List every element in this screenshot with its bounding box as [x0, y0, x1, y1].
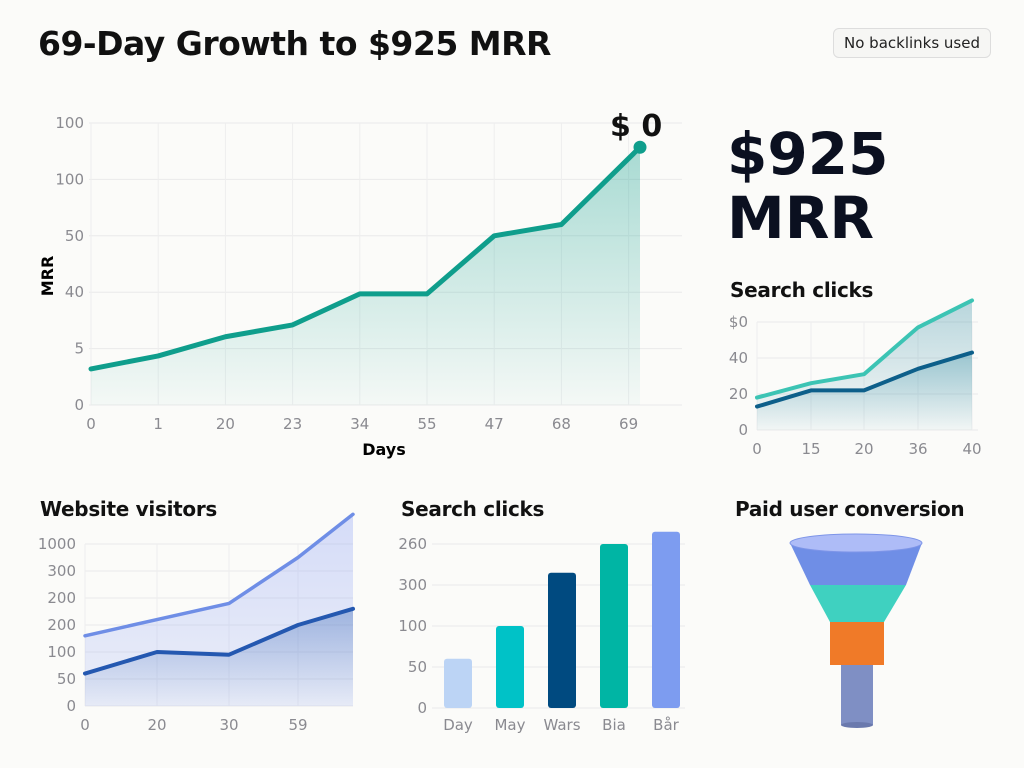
y-tick-label: 100 [398, 617, 427, 635]
x-tick-label: 15 [801, 440, 820, 458]
search-dark-line [755, 350, 974, 409]
kpi-label: MRR [727, 184, 875, 252]
mrr-area [91, 147, 640, 405]
x-tick-label: 23 [283, 415, 302, 433]
main-ylabel: MRR [38, 256, 57, 297]
website-visitors-title: Website visitors [40, 497, 217, 521]
y-tick-label: 50 [65, 227, 84, 245]
x-tick-label: 0 [86, 415, 96, 433]
visitors-dark-area [85, 608, 353, 706]
y-tick-label: 100 [47, 643, 76, 661]
y-tick-label: 5 [74, 340, 84, 358]
kpi-value: $925 [727, 120, 889, 188]
page-title: 69-Day Growth to $925 MRR [38, 24, 551, 63]
x-tick-label: 40 [962, 440, 981, 458]
funnel-stem-base [841, 722, 873, 728]
y-tick-label: 1000 [38, 535, 76, 553]
x-tick-label: 30 [219, 716, 238, 734]
y-tick-label: 100 [55, 170, 84, 188]
visitors-light-line [83, 512, 355, 638]
x-tick-label: 20 [854, 440, 873, 458]
x-tick-label: Wars [543, 716, 580, 734]
x-tick-label: May [494, 716, 525, 734]
search-teal-line [755, 298, 974, 400]
x-tick-label: 0 [80, 716, 90, 734]
main-xlabel: Days [362, 440, 406, 459]
y-tick-label: 20 [729, 385, 748, 403]
x-tick-label: 20 [147, 716, 166, 734]
mrr-line [88, 144, 643, 372]
y-tick-label: 40 [729, 349, 748, 367]
x-tick-label: 47 [485, 415, 504, 433]
x-tick-label: Day [443, 716, 473, 734]
x-tick-label: 59 [288, 716, 307, 734]
paid-conversion-title: Paid user conversion [735, 497, 965, 521]
bar-may [496, 626, 524, 708]
visitors-dark-line [83, 606, 355, 676]
x-tick-label: 34 [350, 415, 369, 433]
x-tick-label: 0 [752, 440, 762, 458]
y-tick-label: 0 [738, 421, 748, 439]
y-tick-label: 40 [65, 283, 84, 301]
search-clicks-line-title: Search clicks [730, 278, 874, 302]
search-clicks-bar-title: Search clicks [401, 497, 545, 521]
bar-wars [548, 572, 576, 708]
x-tick-label: 69 [619, 415, 638, 433]
y-tick-label: 300 [47, 562, 76, 580]
bar-bår [652, 531, 680, 708]
y-tick-label: $0 [729, 313, 748, 331]
mrr-kpi: $925 MRR [727, 122, 888, 250]
no-backlinks-badge: No backlinks used [833, 28, 991, 58]
x-tick-label: Bår [653, 716, 679, 734]
y-tick-label: 50 [57, 670, 76, 688]
y-tick-label: 100 [55, 114, 84, 132]
funnel-teal-segment [810, 585, 906, 622]
main-annotation: $ 0 [610, 109, 662, 144]
x-tick-label: 68 [552, 415, 571, 433]
funnel-rim [789, 533, 923, 553]
x-tick-label: 36 [908, 440, 927, 458]
y-tick-label: 300 [398, 576, 427, 594]
x-tick-label: 1 [153, 415, 163, 433]
funnel-top-segment [790, 543, 922, 585]
bar-bia [600, 544, 628, 708]
x-tick-label: 55 [417, 415, 436, 433]
mrr-endpoint-dot [633, 140, 647, 154]
y-tick-label: 0 [74, 396, 84, 414]
x-tick-label: Bia [602, 716, 626, 734]
funnel-stem [841, 665, 873, 725]
y-tick-label: 260 [398, 535, 427, 553]
y-tick-label: 0 [66, 697, 76, 715]
x-tick-label: 20 [216, 415, 235, 433]
y-tick-label: 0 [417, 699, 427, 717]
y-tick-label: 50 [408, 658, 427, 676]
bar-day [444, 658, 472, 708]
y-tick-label: 200 [47, 616, 76, 634]
conversion-funnel [789, 533, 923, 728]
y-tick-label: 200 [47, 589, 76, 607]
funnel-orange-segment [830, 622, 884, 665]
